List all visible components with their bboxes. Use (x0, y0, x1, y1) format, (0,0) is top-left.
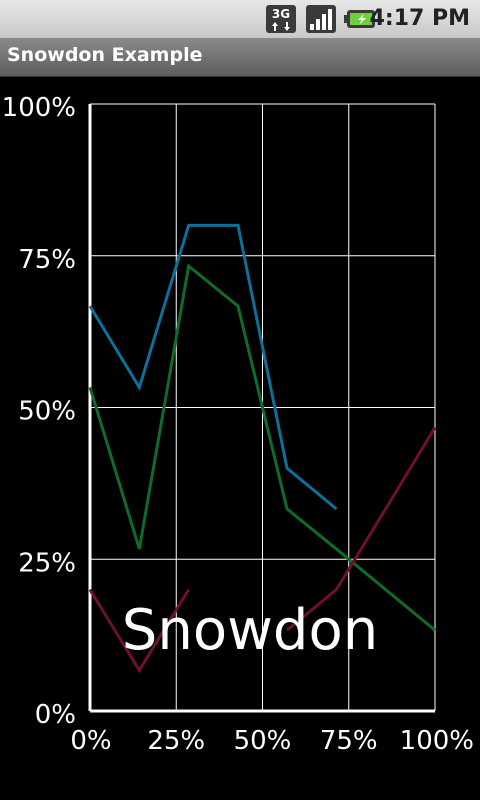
chart-tick-labels: 0% 25% 50% 75% 100% 0% 25% 50% 75% 100% (2, 93, 474, 756)
chart-title: Snowdon (122, 598, 378, 663)
status-clock: 4:17 PM (369, 6, 470, 31)
app-title: Snowdon Example (7, 44, 203, 66)
signal-strength-icon (306, 5, 336, 33)
network-type-label: 3G (272, 7, 290, 21)
app-title-bar: Snowdon Example (0, 38, 480, 77)
status-bar: 3G 4:17 PM (0, 0, 480, 38)
x-tick-label: 0% (70, 726, 111, 756)
y-tick-label: 25% (18, 548, 76, 578)
line-chart: 0% 25% 50% 75% 100% 0% 25% 50% 75% 100% Snowdon (2, 93, 474, 756)
y-tick-label: 100% (2, 93, 76, 123)
series-2-line-1 (286, 426, 437, 632)
series-0-line-0 (88, 223, 338, 511)
y-tick-label: 75% (18, 245, 76, 275)
x-tick-label: 50% (234, 726, 292, 756)
x-tick-label: 100% (400, 726, 474, 756)
x-tick-label: 25% (147, 726, 205, 756)
y-tick-label: 0% (35, 700, 76, 730)
chart-axes (88, 104, 435, 713)
battery-charging-icon (344, 10, 375, 28)
y-tick-label: 50% (18, 397, 76, 427)
x-tick-label: 75% (320, 726, 378, 756)
series-2-line-0 (88, 588, 190, 674)
series-1-line-0 (88, 263, 436, 632)
3g-data-icon: 3G (266, 5, 296, 33)
chart-series (88, 223, 437, 674)
